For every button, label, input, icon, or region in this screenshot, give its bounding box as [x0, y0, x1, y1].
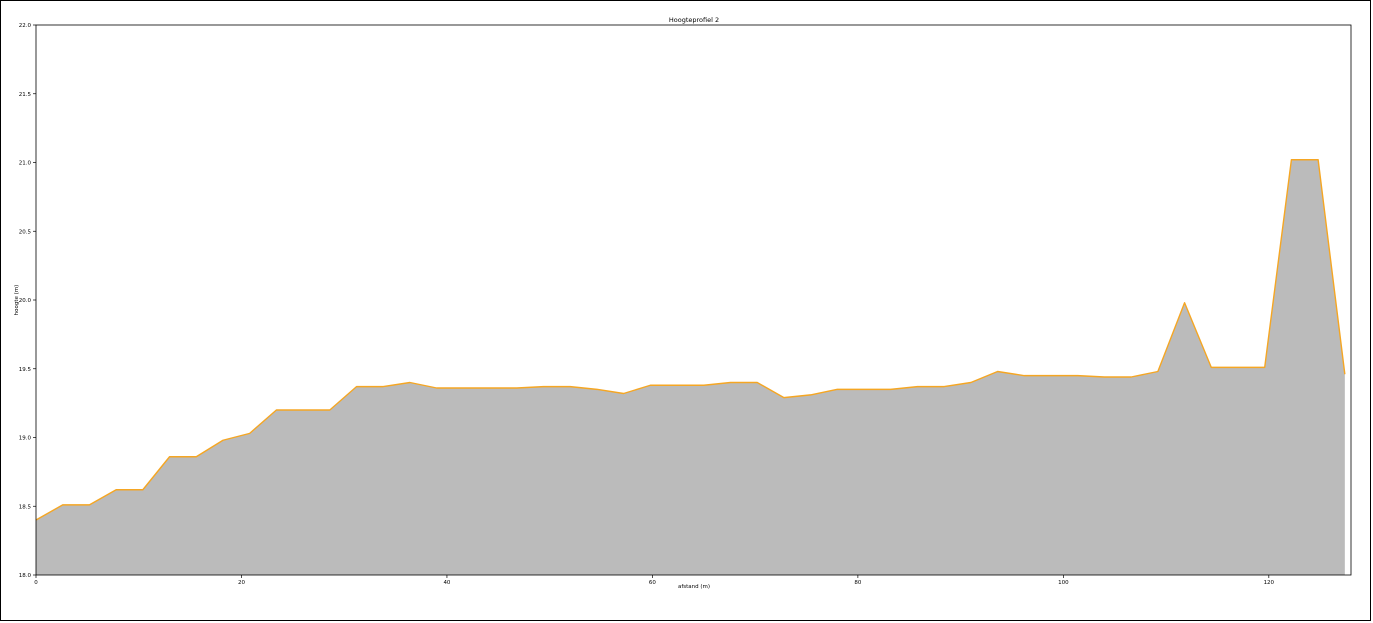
y-axis: 18.0 18.5 19.0 19.5 20.0 20.5 21.0 21.5 22.0: [19, 23, 36, 579]
x-tick-label: 100: [1058, 580, 1069, 586]
y-tick-label: 19.5: [19, 367, 32, 373]
x-tick-label: 120: [1264, 580, 1275, 586]
area-fill: [36, 159, 1345, 575]
y-tick-label: 20.5: [19, 229, 32, 235]
x-tick-label: 60: [649, 580, 656, 586]
y-tick-label: 21.5: [19, 92, 32, 98]
y-tick-label: 19.0: [19, 436, 32, 442]
x-axis: 0 20 40 60 80 100 120: [34, 575, 1275, 586]
y-tick-label: 21.0: [19, 161, 32, 167]
y-axis-label: hoogte (m): [14, 285, 20, 316]
y-tick-label: 18.5: [19, 504, 32, 510]
y-tick-label: 20.0: [19, 298, 32, 304]
chart-title: Hoogteprofiel 2: [669, 16, 719, 24]
profile-line: [35, 159, 1346, 521]
x-tick-label: 20: [238, 580, 245, 586]
y-tick-label: 18.0: [19, 573, 32, 579]
x-axis-label: afstand (m): [678, 584, 710, 590]
plot-area: [35, 24, 1352, 576]
y-tick-label: 22.0: [19, 23, 32, 29]
x-tick-label: 40: [443, 580, 450, 586]
x-tick-label: 80: [854, 580, 861, 586]
x-tick-label: 0: [34, 580, 38, 586]
